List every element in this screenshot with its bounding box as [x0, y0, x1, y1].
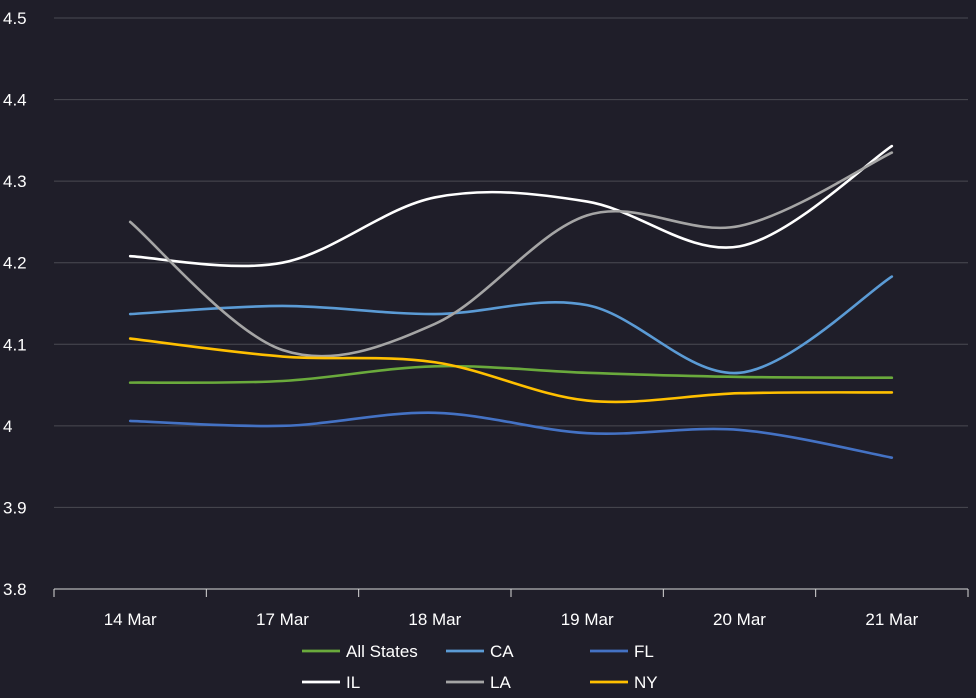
- legend-item-la: LA: [446, 673, 511, 692]
- y-tick-label: 4: [3, 417, 12, 436]
- x-tick-label: 21 Mar: [865, 610, 918, 629]
- y-tick-label: 3.8: [3, 580, 27, 599]
- legend-label: LA: [490, 673, 511, 692]
- x-tick-label: 17 Mar: [256, 610, 309, 629]
- legend-label: FL: [634, 642, 654, 661]
- y-tick-label: 3.9: [3, 498, 27, 517]
- x-axis-tick-labels: 14 Mar 17 Mar 18 Mar 19 Mar 20 Mar 21 Mar: [104, 610, 919, 629]
- legend: All States CA FL IL LA NY: [302, 642, 658, 692]
- x-axis: [53, 588, 969, 597]
- y-tick-label: 4.4: [3, 91, 27, 110]
- legend-item-ny: NY: [590, 673, 658, 692]
- series-line-fl: [128, 411, 894, 459]
- y-tick-label: 4.5: [3, 9, 27, 28]
- legend-label: IL: [346, 673, 360, 692]
- y-axis-tick-labels: 3.8 3.9 4 4.1 4.2 4.3 4.4 4.5: [3, 9, 27, 599]
- series-lines: [128, 144, 894, 459]
- legend-item-il: IL: [302, 673, 360, 692]
- series-line-la: [128, 151, 894, 358]
- series-line-ca: [128, 275, 894, 375]
- x-tick-label: 20 Mar: [713, 610, 766, 629]
- legend-label: CA: [490, 642, 514, 661]
- series-line-il: [128, 144, 894, 268]
- x-tick-label: 19 Mar: [561, 610, 614, 629]
- legend-item-fl: FL: [590, 642, 654, 661]
- series-line-ny: [128, 337, 894, 404]
- x-tick-label: 14 Mar: [104, 610, 157, 629]
- legend-label: All States: [346, 642, 418, 661]
- legend-item-ca: CA: [446, 642, 514, 661]
- x-tick-label: 18 Mar: [408, 610, 461, 629]
- y-tick-label: 4.1: [3, 335, 27, 354]
- legend-label: NY: [634, 673, 658, 692]
- y-tick-label: 4.3: [3, 172, 27, 191]
- y-tick-label: 4.2: [3, 254, 27, 273]
- legend-item-all-states: All States: [302, 642, 418, 661]
- series-line-all-states: [128, 364, 894, 385]
